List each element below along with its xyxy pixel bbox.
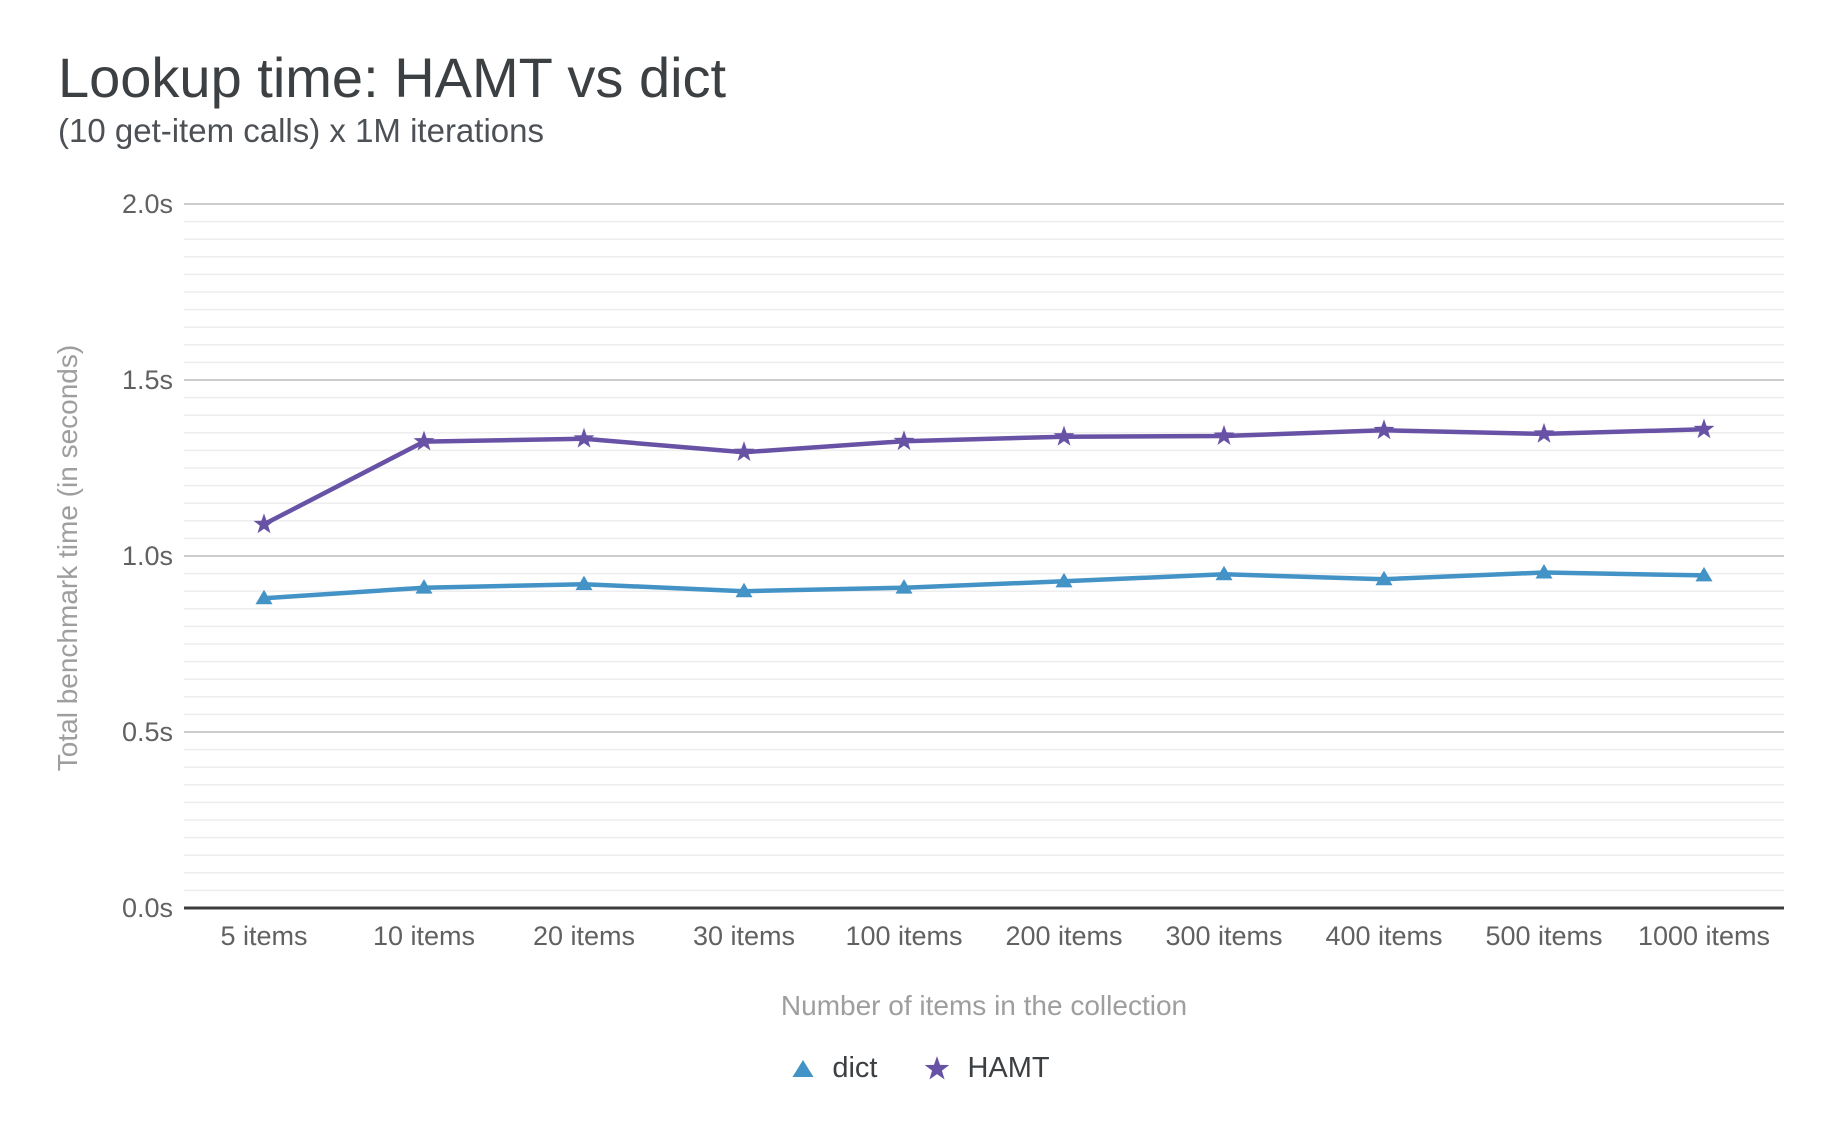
- chart-subtitle: (10 get-item calls) x 1M iterations: [58, 112, 544, 149]
- dict-data-point: [1375, 570, 1393, 586]
- series-line-dict: [261, 570, 1707, 601]
- legend-label-hamt: HAMT: [967, 1052, 1050, 1084]
- dict-data-point: [895, 579, 913, 594]
- dict-data-point: [735, 582, 753, 598]
- y-tick-label: 0.5s: [122, 717, 173, 747]
- x-category-label: 5 items: [220, 921, 307, 951]
- HAMT-data-point: [1373, 419, 1395, 440]
- y-axis-title: Total benchmark time (in seconds): [52, 344, 83, 772]
- HAMT-data-point: [573, 427, 595, 448]
- HAMT-data-point: [1053, 425, 1075, 446]
- star-icon: [925, 1055, 950, 1079]
- HAMT-data-point: [1693, 418, 1715, 439]
- dict-data-point: [1215, 565, 1233, 581]
- dict-data-point: [255, 589, 273, 605]
- chart-title: Lookup time: HAMT vs dict: [58, 46, 727, 109]
- dict-data-point: [1535, 564, 1553, 579]
- x-category-label: 500 items: [1485, 921, 1602, 951]
- HAMT-data-point: [413, 430, 435, 451]
- x-category-label: 1000 items: [1638, 921, 1770, 951]
- HAMT-data-point: [253, 513, 275, 534]
- legend-item-dict[interactable]: dict: [790, 1052, 877, 1085]
- y-tick-label: 0.0s: [122, 893, 173, 923]
- x-category-label: 100 items: [845, 921, 962, 951]
- series-line-HAMT: [261, 427, 1707, 527]
- dict-data-point: [575, 575, 593, 591]
- HAMT-data-point: [1213, 424, 1235, 445]
- y-tick-label: 2.0s: [122, 189, 173, 219]
- dict-data-point: [415, 579, 433, 594]
- x-axis-title: Number of items in the collection: [780, 990, 1188, 1021]
- dict-data-point: [1695, 566, 1713, 582]
- y-tick-label: 1.5s: [122, 365, 173, 395]
- x-category-label: 30 items: [693, 921, 795, 951]
- legend-label-dict: dict: [832, 1052, 878, 1084]
- x-category-label: 400 items: [1325, 921, 1442, 951]
- x-category-label: 10 items: [373, 921, 475, 951]
- x-category-label: 300 items: [1165, 921, 1282, 951]
- triangle-icon: [792, 1059, 814, 1077]
- x-category-label: 20 items: [533, 921, 635, 951]
- dict-data-point: [1055, 572, 1073, 588]
- HAMT-data-point: [733, 441, 755, 462]
- legend-item-hamt[interactable]: HAMT: [923, 1052, 1050, 1085]
- y-tick-label: 1.0s: [122, 541, 173, 571]
- legend: dict HAMT: [0, 1052, 1840, 1085]
- x-category-label: 200 items: [1005, 921, 1122, 951]
- HAMT-data-point: [1533, 422, 1555, 443]
- HAMT-data-point: [893, 430, 915, 451]
